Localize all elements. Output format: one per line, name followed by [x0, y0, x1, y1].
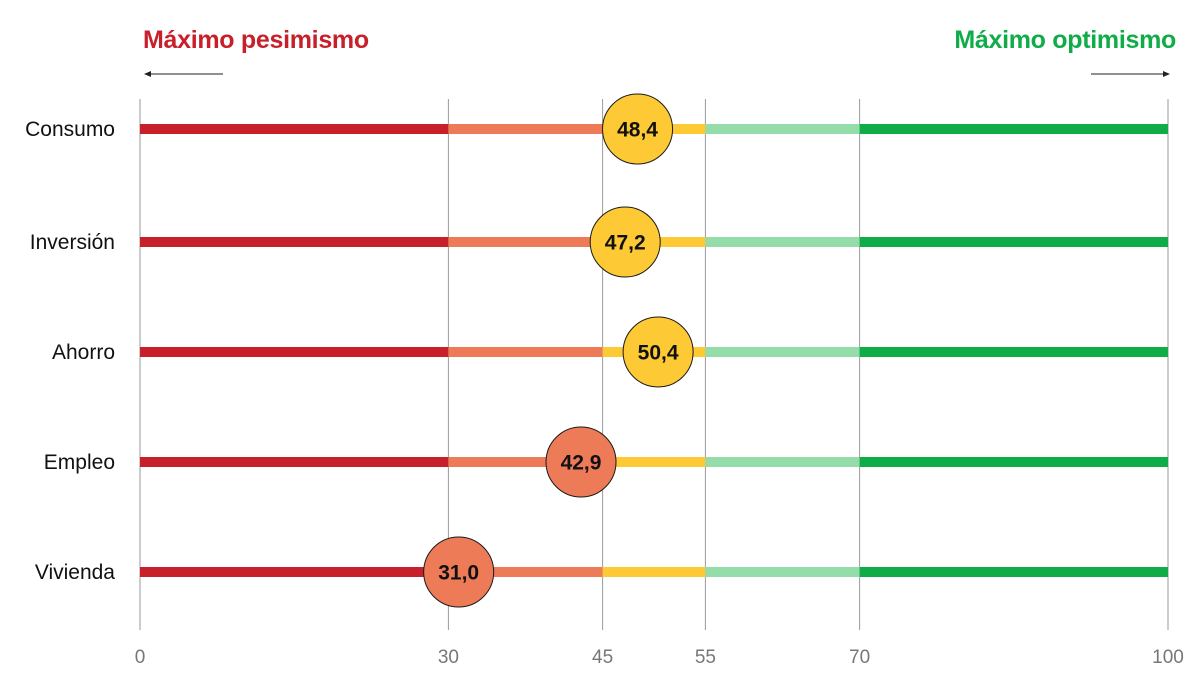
- tick-label-55: 55: [695, 647, 716, 668]
- row-consumo: Consumo 48,4: [25, 93, 1168, 165]
- category-label: Vivienda: [35, 561, 115, 584]
- max-optimism-label: Máximo optimismo: [954, 26, 1176, 54]
- left-arrow: [144, 71, 223, 77]
- category-label: Empleo: [44, 451, 115, 474]
- value-label: 31,0: [438, 562, 479, 585]
- right-arrow: [1091, 71, 1170, 77]
- category-label: Inversión: [30, 231, 115, 254]
- category-label: Ahorro: [52, 341, 115, 364]
- tick-label-0: 0: [135, 647, 146, 668]
- row-inversión: Inversión 47,2: [30, 206, 1168, 278]
- row-empleo: Empleo 42,9: [44, 426, 1168, 498]
- value-marker: [622, 316, 694, 388]
- value-marker: [545, 426, 617, 498]
- row-vivienda: Vivienda 31,0: [35, 536, 1168, 608]
- value-label: 42,9: [561, 452, 602, 475]
- value-label: 48,4: [617, 119, 658, 142]
- tick-label-100: 100: [1152, 647, 1184, 668]
- row-ahorro: Ahorro 50,4: [52, 316, 1168, 388]
- max-pessimism-label: Máximo pesimismo: [143, 26, 369, 54]
- value-label: 47,2: [605, 232, 646, 255]
- value-label: 50,4: [638, 342, 679, 365]
- category-label: Consumo: [25, 118, 115, 141]
- tick-label-45: 45: [592, 647, 613, 668]
- tick-label-30: 30: [438, 647, 459, 668]
- value-marker: [602, 93, 674, 165]
- value-marker: [423, 536, 495, 608]
- value-marker: [589, 206, 661, 278]
- tick-label-70: 70: [849, 647, 870, 668]
